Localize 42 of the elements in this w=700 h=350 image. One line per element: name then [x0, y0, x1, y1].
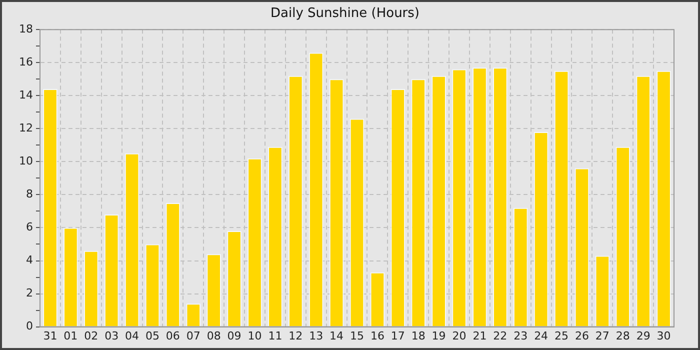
x-tick-label: 06: [166, 329, 180, 342]
x-tick-label: 07: [186, 329, 200, 342]
x-tick-label: 04: [125, 329, 140, 342]
x-tick-label: 30: [656, 329, 671, 342]
x-tick-label: 22: [493, 329, 508, 342]
x-tick-label: 20: [452, 329, 466, 342]
x-tick-label: 18: [411, 329, 426, 342]
x-tick-label: 09: [227, 329, 242, 342]
x-tick-label: 02: [84, 329, 98, 342]
y-tick-label: 10: [18, 154, 33, 168]
x-tick-label: 13: [309, 329, 324, 342]
y-tick-label: 6: [26, 220, 33, 234]
x-tick-label: 01: [64, 329, 78, 342]
x-tick-label: 03: [104, 329, 119, 342]
x-tick-label: 24: [534, 329, 548, 342]
x-tick-label: 11: [268, 329, 282, 342]
x-tick-label: 23: [514, 329, 528, 342]
x-tick-label: 17: [390, 329, 405, 342]
y-tick-label: 8: [26, 188, 33, 201]
y-tick-label: 18: [18, 22, 33, 36]
x-tick-label: 27: [595, 329, 610, 342]
y-tick-label: 0: [26, 320, 33, 333]
x-tick-label: 28: [616, 329, 630, 342]
x-tick-label: 15: [350, 329, 364, 342]
y-tick-label: 12: [18, 122, 33, 135]
x-tick-label: 08: [206, 329, 221, 342]
x-tick-label: 25: [554, 329, 569, 342]
x-tick-label: 12: [288, 329, 303, 342]
y-tick-label: 14: [18, 88, 33, 102]
x-tick-label: 21: [472, 329, 487, 342]
x-tick-label: 26: [574, 329, 589, 342]
y-tick-label: 16: [18, 55, 33, 68]
x-tick-label: 14: [330, 329, 344, 342]
chart-title: Daily Sunshine (Hours): [270, 6, 420, 22]
x-tick-label: 19: [432, 329, 446, 342]
x-tick-label: 31: [43, 329, 58, 342]
y-tick-label: 2: [26, 286, 33, 300]
y-tick-label: 4: [26, 254, 33, 267]
x-tick-label: 10: [248, 329, 262, 342]
x-tick-label: 05: [145, 329, 160, 342]
x-tick-label: 29: [636, 329, 650, 342]
x-tick-label: 16: [370, 329, 384, 342]
